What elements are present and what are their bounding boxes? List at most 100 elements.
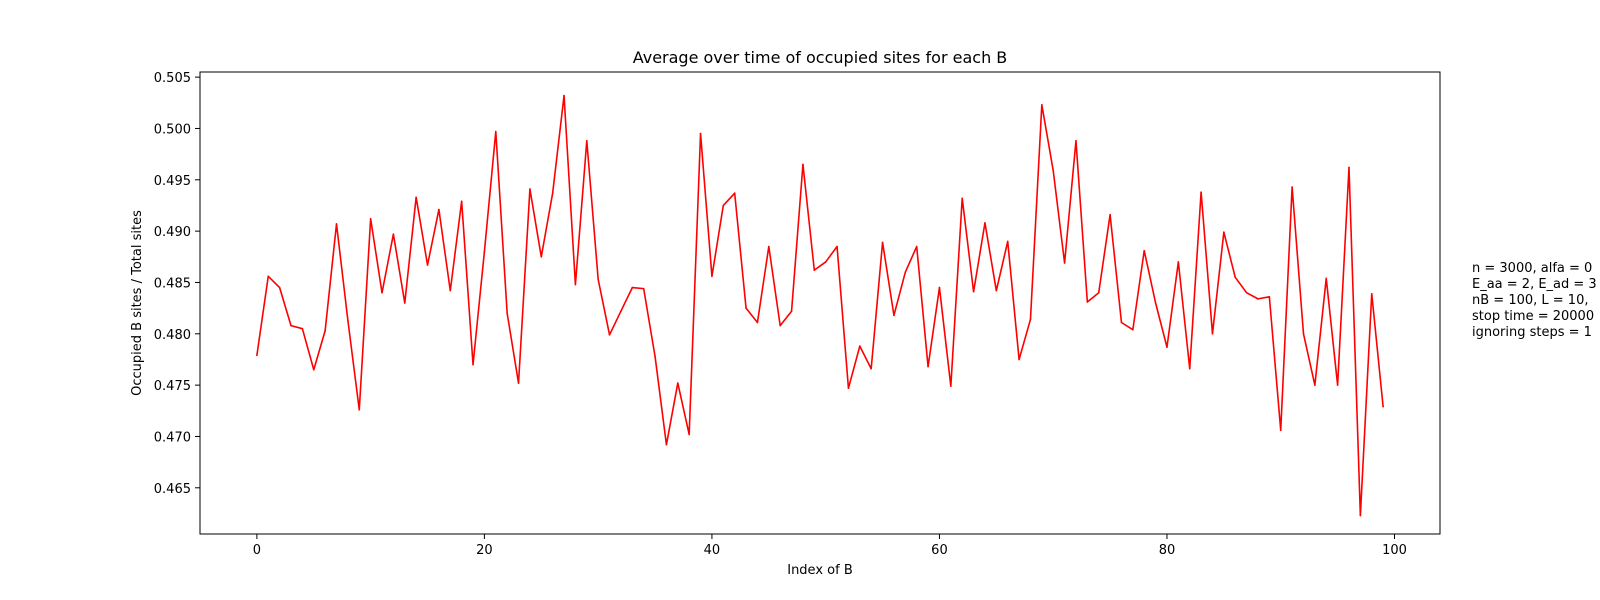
y-tick-label: 0.505 <box>154 71 191 86</box>
y-axis: 0.465 0.470 0.475 0.480 0.485 0.490 0.495 0.500… <box>154 71 200 497</box>
data-point <box>665 443 668 446</box>
data-point <box>1097 291 1100 294</box>
chart-title: Average over time of occupied sites for … <box>633 48 1008 67</box>
annotation-line: stop time = 20000 <box>1472 309 1594 324</box>
x-tick-label: 0 <box>253 543 261 558</box>
x-tick-label: 40 <box>704 543 721 558</box>
data-point <box>403 302 406 304</box>
data-point <box>688 433 690 436</box>
data-point <box>1325 277 1328 280</box>
data-point <box>1018 358 1020 361</box>
data-point <box>517 382 520 384</box>
data-point <box>506 312 508 315</box>
data-point <box>256 354 258 357</box>
y-axis-title: Occupied B sites / Total sites <box>130 210 145 396</box>
data-point <box>1223 231 1225 233</box>
data-point <box>972 290 975 293</box>
data-point <box>1109 213 1111 216</box>
data-point <box>1132 328 1134 331</box>
data-point <box>779 324 781 327</box>
data-point <box>768 245 770 248</box>
data-point <box>1120 321 1123 324</box>
data-point <box>950 385 952 387</box>
data-point <box>1302 333 1305 335</box>
parameter-annotation: n = 3000, alfa = 0E_aa = 2, E_ad = 3nB =… <box>1472 261 1597 340</box>
data-point <box>1268 296 1271 298</box>
data-point <box>551 192 554 194</box>
data-point <box>1166 346 1168 348</box>
data-point <box>392 233 395 236</box>
data-point <box>733 192 736 194</box>
x-axis-title: Index of B <box>787 563 853 578</box>
data-point <box>1200 191 1202 193</box>
data-point <box>483 250 486 253</box>
data-point <box>278 286 281 289</box>
data-point <box>961 197 963 200</box>
data-point <box>904 271 907 274</box>
data-point <box>1177 261 1180 263</box>
data-point <box>608 334 611 336</box>
annotation-line: n = 3000, alfa = 0 <box>1472 261 1592 276</box>
data-point <box>824 261 827 263</box>
x-tick-label: 100 <box>1382 543 1407 558</box>
data-point <box>1348 166 1350 169</box>
y-tick-label: 0.495 <box>154 174 191 189</box>
data-points <box>256 94 1384 517</box>
data-point <box>1314 384 1316 386</box>
data-point <box>1006 240 1009 243</box>
data-point <box>1188 367 1191 370</box>
data-point <box>347 319 349 322</box>
data-point <box>529 188 531 190</box>
data-point <box>1154 302 1157 304</box>
data-point <box>415 196 417 199</box>
y-tick-label: 0.490 <box>154 225 191 240</box>
data-point <box>802 163 804 166</box>
x-axis: 0 20 40 60 80 100 <box>253 534 1407 558</box>
data-point <box>472 363 474 366</box>
data-point <box>449 289 452 292</box>
data-point <box>836 245 838 248</box>
data-point <box>335 223 338 225</box>
data-point <box>938 286 941 289</box>
plot-frame <box>199 71 1441 535</box>
data-point <box>847 387 850 390</box>
data-point <box>1086 301 1089 303</box>
data-point <box>1359 514 1362 517</box>
data-point <box>585 139 588 142</box>
y-tick-label: 0.485 <box>154 276 191 291</box>
data-point <box>290 324 292 327</box>
data-point <box>995 289 998 292</box>
data-point <box>620 310 622 313</box>
data-point <box>631 286 634 289</box>
data-point <box>699 132 702 135</box>
data-point <box>381 291 383 294</box>
data-point <box>1382 405 1384 408</box>
data-point <box>494 130 497 133</box>
data-point <box>915 245 918 248</box>
data-point <box>1257 298 1259 300</box>
data-point <box>1211 333 1214 335</box>
annotation-line: E_aa = 2, E_ad = 3 <box>1472 277 1597 292</box>
data-point <box>654 355 656 358</box>
data-point <box>438 208 440 211</box>
data-point <box>1041 104 1043 106</box>
data-point <box>369 218 372 220</box>
x-tick-label: 80 <box>1159 543 1176 558</box>
data-point <box>745 307 747 309</box>
data-point <box>1370 292 1373 295</box>
data-point <box>756 321 759 324</box>
data-point <box>301 327 304 330</box>
data-point <box>426 264 429 266</box>
data-point <box>1234 276 1237 279</box>
y-tick-label: 0.475 <box>154 379 191 394</box>
x-tick-label: 60 <box>931 543 948 558</box>
data-point <box>460 200 463 203</box>
data-point <box>324 329 326 332</box>
data-point <box>1143 249 1146 252</box>
data-point <box>893 314 895 317</box>
data-point <box>722 204 725 207</box>
data-point <box>1063 262 1066 264</box>
annotation-line: ignoring steps = 1 <box>1472 325 1592 340</box>
data-point <box>790 310 793 313</box>
